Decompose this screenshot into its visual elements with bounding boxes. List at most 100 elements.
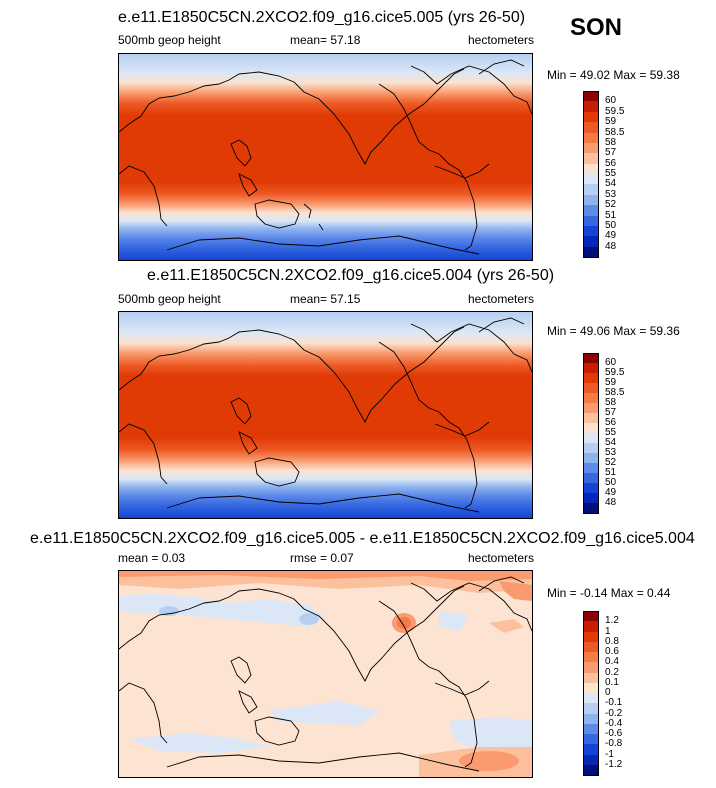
- colorbar-tick-label: 59.5: [605, 105, 625, 117]
- colorbar-cell: [583, 184, 599, 196]
- colorbar-cell: [583, 174, 599, 185]
- panel-1-units: hectometers: [468, 33, 535, 47]
- panel-1-title: e.e11.E1850C5CN.2XCO2.f09_g16.cice5.005 …: [118, 9, 526, 26]
- colorbar-cell: [583, 153, 599, 165]
- colorbar-tick-label: 48: [605, 497, 617, 508]
- colorbar-cell: [583, 621, 599, 632]
- colorbar-cell: [583, 764, 599, 776]
- coastlines: [119, 317, 532, 513]
- colorbar-cell: [583, 672, 599, 684]
- coastlines: [119, 576, 532, 772]
- colorbar-tick-label: 58.5: [605, 387, 625, 398]
- colorbar-tick-label: -0.2: [605, 707, 623, 719]
- colorbar-tick-label: 59: [605, 116, 617, 128]
- colorbar-tick-label: 53: [605, 447, 617, 458]
- panel-2-mean: mean= 57.15: [290, 292, 361, 306]
- panel-1-mean: mean= 57.18: [290, 33, 361, 47]
- colorbar-tick-label: 58: [605, 397, 617, 408]
- coastlines: [119, 59, 532, 255]
- colorbar-tick-label: 0.1: [605, 676, 619, 688]
- colorbar-cell: [583, 723, 599, 735]
- colorbar-tick-label: 1: [605, 625, 611, 637]
- colorbar-tick-label: 51: [605, 209, 617, 221]
- colorbar-tick-label: -0.1: [605, 697, 623, 709]
- panel-1-colorbar: 60 59.5 59 58.5 58 57 56 55 54 53 52 51 50 49 48: [583, 91, 643, 258]
- panel-3-colorbar: 1.2 1 0.8 0.6 0.4 0.2 0.1 0 -0.1 -0.2 -0.4 -0.6 -0.8…: [583, 611, 643, 776]
- colorbar-cell: [583, 463, 599, 474]
- colorbar-tick-label: 0.6: [605, 646, 619, 657]
- colorbar-tick-label: 53: [605, 188, 617, 200]
- colorbar-tick-label: 49: [605, 487, 617, 498]
- colorbar-cell: [583, 443, 599, 454]
- colorbar-cell: [583, 734, 599, 745]
- colorbar-cell: [583, 205, 599, 216]
- colorbar-tick-label: 54: [605, 437, 617, 448]
- colorbar-cell: [583, 236, 599, 248]
- colorbar-tick-label: 60: [605, 95, 617, 107]
- colorbar-cell: [583, 423, 599, 434]
- colorbar-tick-label: 57: [605, 147, 617, 159]
- colorbar-cell: [583, 483, 599, 494]
- panel-2-map: [118, 311, 533, 519]
- colorbar-tick-label: 49: [605, 230, 617, 242]
- panel-2-minmax: Min = 49.06 Max = 59.36: [547, 324, 680, 338]
- panel-3-title: e.e11.E1850C5CN.2XCO2.f09_g16.cice5.005 …: [30, 530, 695, 547]
- colorbar-cell: [583, 393, 599, 404]
- colorbar-tick-label: 0.4: [605, 656, 619, 668]
- colorbar-cell: [583, 215, 599, 227]
- colorbar-cell: [583, 194, 599, 206]
- colorbar-tick-label: -0.4: [605, 717, 623, 729]
- colorbar-cell: [583, 641, 599, 653]
- colorbar-tick-label: 59: [605, 377, 617, 388]
- colorbar-tick-label: -0.8: [605, 738, 623, 750]
- colorbar-cell: [583, 225, 599, 237]
- colorbar-cell: [583, 142, 599, 154]
- colorbar-cell: [583, 754, 599, 766]
- panel-1-minmax: Min = 49.02 Max = 59.38: [547, 68, 680, 82]
- colorbar-cell: [583, 713, 599, 725]
- colorbar-tick-label: 1.2: [605, 615, 619, 627]
- colorbar-cell: [583, 383, 599, 394]
- colorbar-tick-label: 58: [605, 136, 617, 148]
- panel-1-variable-label: 500mb geop height: [118, 33, 221, 47]
- colorbar-tick-label: 50: [605, 477, 617, 488]
- colorbar-cell: [583, 682, 599, 694]
- colorbar-tick-label: 58.5: [605, 126, 625, 138]
- colorbar-tick-label: 50: [605, 219, 617, 231]
- colorbar-tick-label: 0.2: [605, 666, 619, 678]
- colorbar-cell: [583, 363, 599, 374]
- colorbar-tick-label: 48: [605, 240, 617, 252]
- colorbar-cell: [583, 662, 599, 673]
- colorbar-cell: [583, 503, 599, 514]
- colorbar-cell: [583, 246, 599, 258]
- colorbar-cell: [583, 433, 599, 444]
- colorbar-cell: [583, 693, 599, 704]
- colorbar-cell: [583, 403, 599, 414]
- colorbar-tick-label: 0.8: [605, 635, 619, 647]
- colorbar-cell: [583, 353, 599, 364]
- colorbar-cell: [583, 111, 599, 123]
- colorbar-tick-label: 52: [605, 199, 617, 211]
- colorbar-cell: [583, 703, 599, 714]
- colorbar-cell: [583, 631, 599, 643]
- colorbar-tick-label: 55: [605, 427, 617, 438]
- colorbar-cell: [583, 91, 599, 102]
- colorbar-tick-label: 56: [605, 157, 617, 169]
- panel-3-mean: mean = 0.03: [118, 551, 186, 565]
- colorbar-tick-label: 55: [605, 168, 617, 179]
- colorbar-cell: [583, 744, 599, 755]
- colorbar-cell: [583, 122, 599, 133]
- colorbar-tick-label: 0: [605, 687, 611, 698]
- colorbar-cell: [583, 493, 599, 504]
- colorbar-cell: [583, 132, 599, 144]
- panel-2-colorbar: 60 59.5 59 58.5 58 57 56 55 54 53 52 51 50 49 48: [583, 353, 643, 514]
- colorbar-cell: [583, 611, 599, 622]
- colorbar-tick-label: 57: [605, 407, 617, 418]
- colorbar-tick-label: -0.6: [605, 728, 623, 739]
- colorbar-tick-label: -1.2: [605, 758, 623, 770]
- colorbar-tick-label: 51: [605, 467, 617, 478]
- colorbar-cell: [583, 163, 599, 175]
- colorbar-tick-label: 59.5: [605, 367, 625, 378]
- panel-2-units: hectometers: [468, 292, 535, 306]
- colorbar-cell: [583, 652, 599, 663]
